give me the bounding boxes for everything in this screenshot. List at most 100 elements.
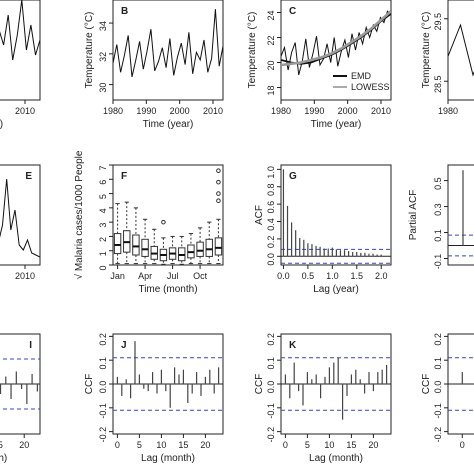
plot-frame: [447, 164, 474, 266]
box-iqr: [141, 238, 149, 257]
x-axis-title: Lag (month): [309, 453, 363, 464]
panel-letter: J: [121, 340, 127, 351]
y-axis-title: √ Malaria cases/1000 People: [73, 150, 85, 279]
y-tick-label: 24: [266, 10, 276, 20]
y-tick-label: 0.1: [433, 357, 443, 370]
outlier-point: [161, 219, 166, 225]
y-tick-label: 0.0: [98, 381, 108, 394]
y-tick-label: 6: [98, 180, 108, 185]
y-tick-label: 32: [98, 52, 108, 62]
panel-g: 0.0 0.5 1.0 1.5 2.0 0.0 0.2 0.4 0.6 0.8 1.0 Lag (ye…: [254, 164, 392, 295]
box-month-7: [168, 235, 177, 265]
box-month-11: [205, 221, 213, 265]
box-iqr: [196, 241, 204, 257]
box-iqr: [214, 237, 223, 256]
plot-area: [113, 341, 223, 411]
x-tick-label: 2000: [338, 106, 358, 116]
x-tick-label: 2010: [15, 106, 35, 116]
y-axis-title: Temperature (°C): [247, 12, 258, 89]
y-tick-label: 34: [98, 21, 108, 31]
y-tick-label: 0.2: [98, 333, 108, 346]
x-tick-label: Oct: [193, 271, 208, 281]
y-tick-label: 20: [266, 60, 276, 70]
x-axis-title: Time (year): [143, 119, 194, 130]
y-tick-label: 22: [266, 35, 276, 45]
x-tick-label: 0.0: [277, 271, 290, 281]
panel-j: 0 5 10 15 20 -0.2 -0.1 0.0 0.1 0.2 Lag (month) CCF J: [84, 333, 224, 464]
series-line: [0, 0, 40, 61]
plot-frame: [112, 164, 224, 266]
box-month-6: [159, 237, 168, 265]
x-tick-label: Jul: [167, 271, 179, 281]
x-tick-label: 1980: [103, 106, 123, 116]
plot-area: [281, 10, 391, 76]
x-tick-label: 2010: [203, 106, 223, 116]
x-tick-label: 1980: [271, 106, 291, 116]
y-axis-title: CCF: [421, 374, 432, 395]
y-tick-label: 0.5: [433, 177, 443, 190]
x-tick-label: Apr: [138, 271, 152, 281]
y-tick-label: 28.5: [433, 75, 443, 93]
x-tick-label: 0: [460, 440, 465, 450]
y-tick-label: 0.2: [266, 333, 276, 346]
y-axis-title: ACF: [254, 205, 265, 225]
panel-letter: G: [289, 171, 297, 182]
panel-k: 0 5 10 15 20 -0.2 -0.1 0.0 0.1 0.2 Lag (month) CCF K: [254, 333, 392, 464]
x-tick-label: 10: [156, 440, 166, 450]
x-axis-title: Time (month): [138, 284, 197, 295]
box-month-5: [150, 228, 158, 265]
y-tick-label: 29.5: [433, 13, 443, 31]
series-line: [0, 178, 40, 258]
series-lowess: [281, 10, 391, 67]
x-tick-label: 0: [115, 440, 120, 450]
x-tick-label: 20: [368, 440, 378, 450]
x-tick-label: 2010: [371, 106, 391, 116]
x-tick-label: Jan: [110, 271, 125, 281]
x-tick-label: 0: [283, 440, 288, 450]
panel-letter: F: [121, 171, 127, 182]
panel-letter: E: [25, 171, 32, 182]
series-line: [448, 23, 474, 77]
y-tick-label: 7: [98, 165, 108, 170]
y-tick-label: 30: [98, 83, 108, 93]
y-tick-label: -0.1: [433, 403, 443, 419]
x-tick-label: 5: [305, 440, 310, 450]
x-tick-label: 1990: [304, 106, 324, 116]
y-tick-label: 0.1: [98, 357, 108, 370]
plot-area: [448, 357, 474, 411]
box-month-4: [141, 218, 149, 265]
x-tick-label: 5: [137, 440, 142, 450]
x-tick-label: 15: [178, 440, 188, 450]
panel-letter: I: [29, 340, 32, 351]
x-tick-label: 0.5: [302, 271, 315, 281]
plot-area: [0, 358, 40, 410]
y-tick-label: 1: [98, 251, 108, 256]
y-tick-label: 0: [98, 265, 108, 270]
legend-label: EMD: [351, 71, 372, 81]
x-tick-label: 10: [324, 440, 334, 450]
y-tick-label: 0.3: [433, 203, 443, 216]
box-month-3: [132, 207, 140, 265]
outlier-point: [216, 179, 221, 185]
y-tick-label: -0.2: [266, 427, 276, 443]
y-tick-label: -0.1: [98, 403, 108, 419]
plot-area: [0, 0, 40, 61]
y-tick-label: 0.0: [266, 381, 276, 394]
y-tick-label: 1.0: [266, 166, 276, 179]
y-axis-title: CCF: [254, 374, 265, 395]
box-iqr: [113, 233, 122, 255]
plot-area: [113, 9, 223, 78]
y-axis-title: Partial ACF: [408, 190, 419, 241]
series-line: [281, 10, 391, 76]
y-tick-label: -0.1: [433, 254, 443, 270]
panel-letter: K: [289, 340, 297, 351]
plot-frame: [447, 0, 474, 101]
plot-frame: [112, 0, 224, 101]
series-emd: [281, 13, 391, 65]
box-month-12: [214, 218, 223, 265]
y-tick-label: 18: [266, 85, 276, 95]
y-tick-label: 0.4: [266, 218, 276, 231]
outlier-point: [216, 191, 221, 196]
